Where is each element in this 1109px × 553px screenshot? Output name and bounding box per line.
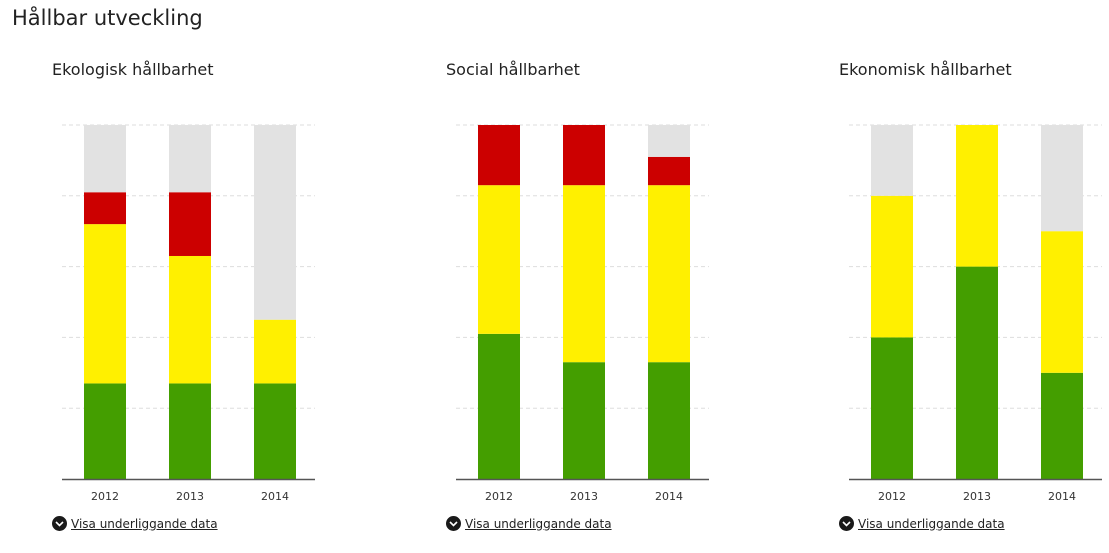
chart-panel-ekonomisk: Ekonomisk hållbarhet 2012 2013 2014 Visa u… xyxy=(839,0,1109,553)
show-underlying-data-button[interactable]: Visa underliggande data xyxy=(52,516,218,531)
chart-title: Social hållbarhet xyxy=(446,60,580,79)
bar-segment-2013-0 xyxy=(169,383,211,479)
bar-segment-2012-2 xyxy=(478,125,520,186)
chevron-down-icon xyxy=(446,516,461,531)
x-tick-label: 2013 xyxy=(176,490,204,503)
bar-segment-2014-0 xyxy=(254,383,296,479)
bar-segment-2013-2 xyxy=(563,125,605,186)
bar-segment-2012-1 xyxy=(478,185,520,334)
bar-segment-2014-1 xyxy=(648,185,690,363)
chart-panel-social: Social hållbarhet 2012 2013 2014 Visa unde… xyxy=(446,0,746,553)
bar-segment-2012-3 xyxy=(84,125,126,193)
bar-segment-2012-0 xyxy=(871,337,913,479)
bar-segment-2012-0 xyxy=(478,333,520,479)
show-underlying-data-label[interactable]: Visa underliggande data xyxy=(465,516,612,531)
bar-segment-2012-1 xyxy=(871,195,913,338)
bar-segment-2013-1 xyxy=(956,125,998,267)
x-tick-label: 2012 xyxy=(878,490,906,503)
bar-segment-2014-3 xyxy=(1041,125,1083,232)
bar-segment-2012-0 xyxy=(84,383,126,479)
bar-segment-2014-2 xyxy=(648,156,690,186)
stacked-bar-chart-social: 2012 2013 2014 xyxy=(456,124,709,503)
bar-segment-2013-1 xyxy=(563,185,605,363)
bar-segment-2013-2 xyxy=(169,192,211,256)
page-title: Hållbar utveckling xyxy=(12,6,203,30)
chart-title: Ekonomisk hållbarhet xyxy=(839,60,1012,79)
x-tick-label: 2013 xyxy=(570,490,598,503)
chart-panel-ekologisk: Ekologisk hållbarhet 2012 2013 2014 Visa u… xyxy=(52,0,352,553)
x-tick-label: 2012 xyxy=(485,490,513,503)
bar-segment-2014-1 xyxy=(254,319,296,384)
x-tick-label: 2013 xyxy=(963,490,991,503)
chevron-down-icon xyxy=(839,516,854,531)
x-tick-label: 2012 xyxy=(91,490,119,503)
bar-segment-2014-3 xyxy=(648,125,690,157)
bar-segment-2012-3 xyxy=(871,125,913,196)
bar-segment-2014-3 xyxy=(254,125,296,320)
bar-segment-2012-1 xyxy=(84,224,126,384)
bar-segment-2013-0 xyxy=(563,362,605,479)
chart-title: Ekologisk hållbarhet xyxy=(52,60,214,79)
bar-segment-2014-0 xyxy=(1041,372,1083,479)
x-tick-label: 2014 xyxy=(655,490,683,503)
bar-segment-2013-0 xyxy=(956,266,998,479)
bar-segment-2014-1 xyxy=(1041,231,1083,373)
bar-segment-2013-1 xyxy=(169,255,211,384)
show-underlying-data-button[interactable]: Visa underliggande data xyxy=(839,516,1005,531)
bar-segment-2014-0 xyxy=(648,362,690,479)
show-underlying-data-label[interactable]: Visa underliggande data xyxy=(858,516,1005,531)
chevron-down-icon xyxy=(52,516,67,531)
x-tick-label: 2014 xyxy=(261,490,289,503)
bar-segment-2013-3 xyxy=(169,125,211,193)
stacked-bar-chart-ekonomisk: 2012 2013 2014 xyxy=(849,124,1102,503)
show-underlying-data-label[interactable]: Visa underliggande data xyxy=(71,516,218,531)
show-underlying-data-button[interactable]: Visa underliggande data xyxy=(446,516,612,531)
stacked-bar-chart-ekologisk: 2012 2013 2014 xyxy=(62,124,315,503)
bar-segment-2012-2 xyxy=(84,192,126,225)
x-tick-label: 2014 xyxy=(1048,490,1076,503)
